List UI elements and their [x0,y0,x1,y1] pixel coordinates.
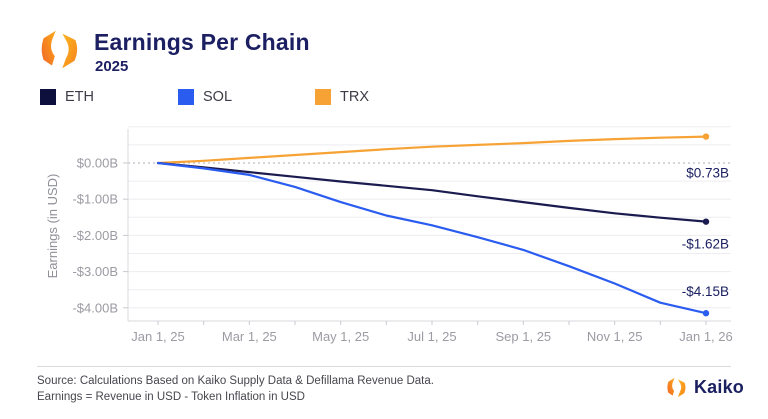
y-axis-tick-label: $0.00B [77,156,118,171]
sol-legend-label: SOL [203,89,233,105]
x-axis-tick-label: May 1, 25 [312,329,369,344]
legend-item-eth: ETH [40,89,94,105]
kaiko-wordmark: Kaiko [693,377,744,397]
footer-divider [37,366,731,367]
y-axis-tick-label: -$4.00B [72,300,118,315]
sol-legend-swatch [178,89,194,105]
y-axis-title: Earnings (in USD) [45,174,60,279]
end-value-label-trx: $0.73B [686,166,729,181]
x-axis-tick-label: Sep 1, 25 [496,329,552,344]
footer-source-line2: Earnings = Revenue in USD - Token Inflat… [37,391,305,403]
series-endpoint-eth [702,218,710,225]
chart-legend: ETH SOL TRX [0,89,768,109]
eth-legend-label: ETH [65,89,94,105]
trx-legend-swatch [315,89,331,105]
end-value-label-eth: -$1.62B [682,237,729,252]
y-axis-tick-label: -$3.00B [72,264,118,279]
chart-subtitle: 2025 [95,58,129,75]
x-axis-tick-label: Jan 1, 26 [679,329,733,344]
footer-source: Source: Calculations Based on Kaiko Supp… [37,373,434,405]
series-endpoint-sol [702,310,710,317]
x-axis-tick-label: Jan 1, 25 [131,329,185,344]
x-axis-tick-label: Mar 1, 25 [222,329,277,344]
trx-legend-label: TRX [340,89,369,105]
end-value-label-sol: -$4.15B [682,284,729,299]
footer-source-line1: Source: Calculations Based on Kaiko Supp… [37,375,434,387]
series-line-eth [156,161,708,223]
kaiko-logo-icon [41,30,78,69]
y-axis-tick-label: -$2.00B [72,228,118,243]
footer-brand: Kaiko [665,376,744,399]
x-axis-tick-label: Jul 1, 25 [407,329,456,344]
eth-legend-swatch [40,89,56,105]
chart-title: Earnings Per Chain [94,29,310,55]
legend-item-sol: SOL [178,89,232,105]
x-axis-tick-label: Nov 1, 25 [587,329,643,344]
series-endpoint-trx [702,133,710,140]
legend-item-trx: TRX [315,89,369,105]
series-line-trx [156,135,708,165]
y-axis-tick-label: -$1.00B [72,192,118,207]
kaiko-footer-logo-icon [667,377,686,398]
series-line-sol [156,161,708,315]
